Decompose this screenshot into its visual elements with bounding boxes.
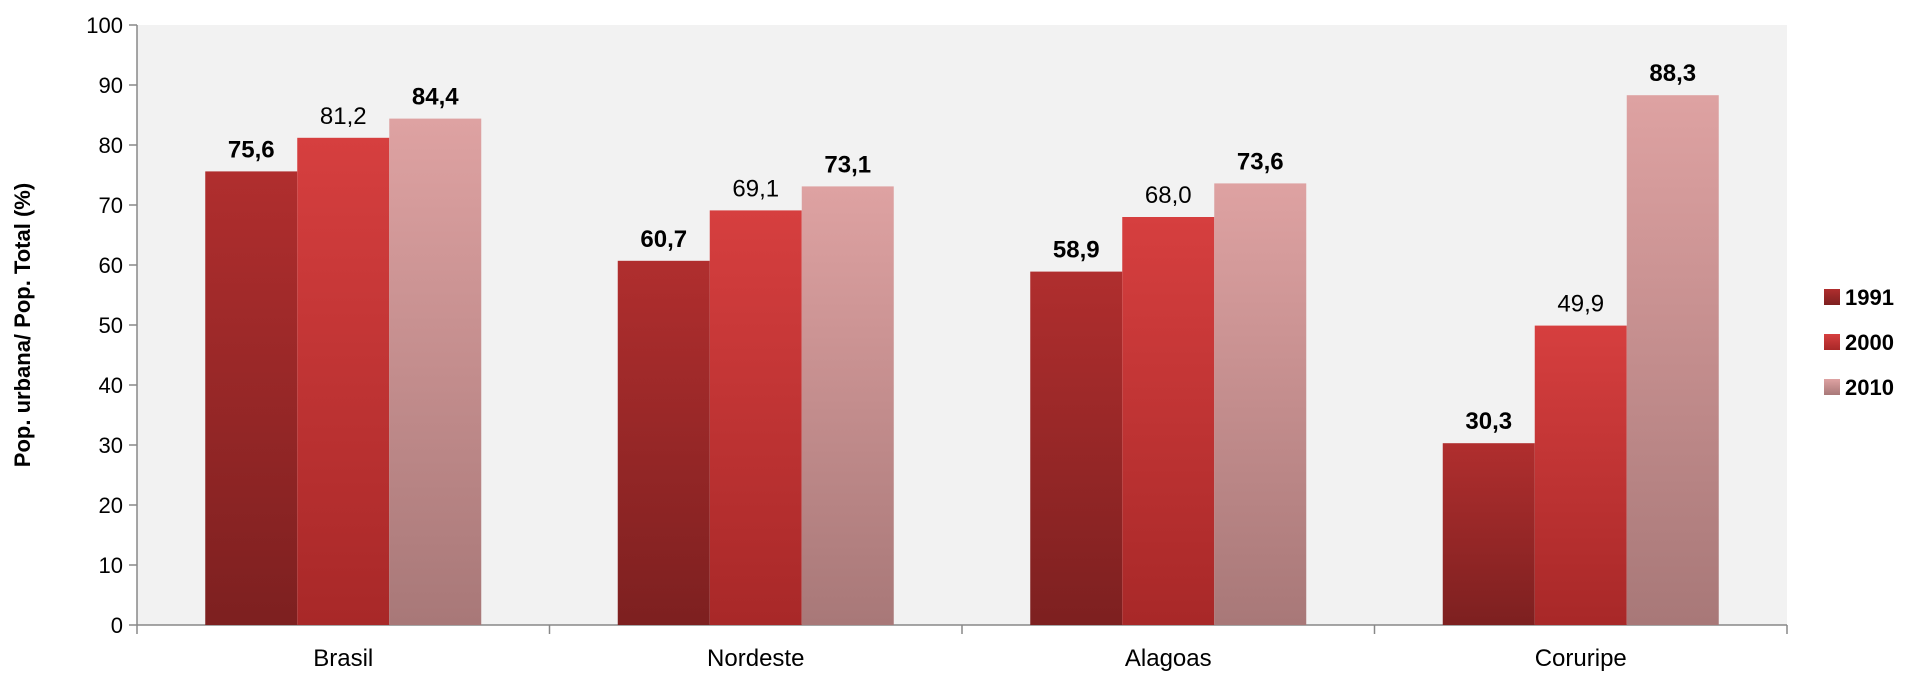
legend-swatch-1991 bbox=[1824, 289, 1840, 305]
legend-label-2010: 2010 bbox=[1845, 375, 1894, 400]
y-tick-label: 50 bbox=[99, 313, 123, 338]
data-label: 81,2 bbox=[320, 103, 367, 130]
bar-2010-nordeste bbox=[801, 186, 894, 625]
y-tick-label: 40 bbox=[99, 373, 123, 398]
y-axis-title: Pop. urbana/ Pop. Total (%) bbox=[10, 183, 35, 467]
y-tick-label: 20 bbox=[99, 493, 123, 518]
bar-2000-coruripe bbox=[1534, 325, 1627, 625]
y-tick-label: 100 bbox=[86, 13, 123, 38]
y-tick-label: 60 bbox=[99, 253, 123, 278]
bar-1991-alagoas bbox=[1030, 271, 1123, 625]
axes: 0 10 20 30 40 50 60 70 80 90 100 Brasil Nordeste Alag… bbox=[86, 13, 1788, 672]
x-category-label: Brasil bbox=[313, 645, 373, 672]
data-label: 73,6 bbox=[1237, 148, 1284, 175]
bar-2010-alagoas bbox=[1214, 183, 1307, 625]
bars bbox=[205, 95, 1719, 626]
y-tick-label: 90 bbox=[99, 73, 123, 98]
bar-2010-coruripe bbox=[1626, 95, 1719, 625]
data-label: 69,1 bbox=[732, 175, 779, 202]
bar-2000-nordeste bbox=[709, 210, 802, 625]
data-label: 84,4 bbox=[412, 84, 459, 111]
bar-2000-alagoas bbox=[1122, 217, 1215, 625]
legend-label-2000: 2000 bbox=[1845, 330, 1894, 355]
data-label: 73,1 bbox=[824, 151, 871, 178]
legend-label-1991: 1991 bbox=[1845, 285, 1894, 310]
legend-swatch-2010 bbox=[1824, 379, 1840, 395]
data-label: 60,7 bbox=[640, 226, 687, 253]
bar-2010-brasil bbox=[389, 118, 482, 625]
x-category-label: Coruripe bbox=[1535, 645, 1627, 672]
legend: 1991 2000 2010 bbox=[1824, 285, 1894, 400]
bar-1991-nordeste bbox=[617, 260, 710, 625]
y-tick-label: 10 bbox=[99, 553, 123, 578]
y-tick-label: 30 bbox=[99, 433, 123, 458]
bar-1991-brasil bbox=[205, 171, 298, 625]
y-tick-label: 0 bbox=[111, 613, 123, 638]
data-label: 58,9 bbox=[1053, 237, 1100, 264]
data-label: 75,6 bbox=[228, 136, 275, 163]
x-category-label: Nordeste bbox=[707, 645, 804, 672]
bar-1991-coruripe bbox=[1442, 443, 1535, 625]
x-category-label: Alagoas bbox=[1125, 645, 1212, 672]
y-tick-label: 80 bbox=[99, 133, 123, 158]
y-tick-label: 70 bbox=[99, 193, 123, 218]
legend-swatch-2000 bbox=[1824, 334, 1840, 350]
data-label: 88,3 bbox=[1649, 60, 1696, 87]
data-label: 30,3 bbox=[1465, 408, 1512, 435]
data-label: 49,9 bbox=[1557, 291, 1604, 318]
data-label: 68,0 bbox=[1145, 182, 1192, 209]
bar-2000-brasil bbox=[297, 137, 390, 626]
data-labels: 75,6 60,7 58,9 30,3 81,2 69,1 68,0 49,9 84,4 73,1… bbox=[228, 60, 1696, 435]
